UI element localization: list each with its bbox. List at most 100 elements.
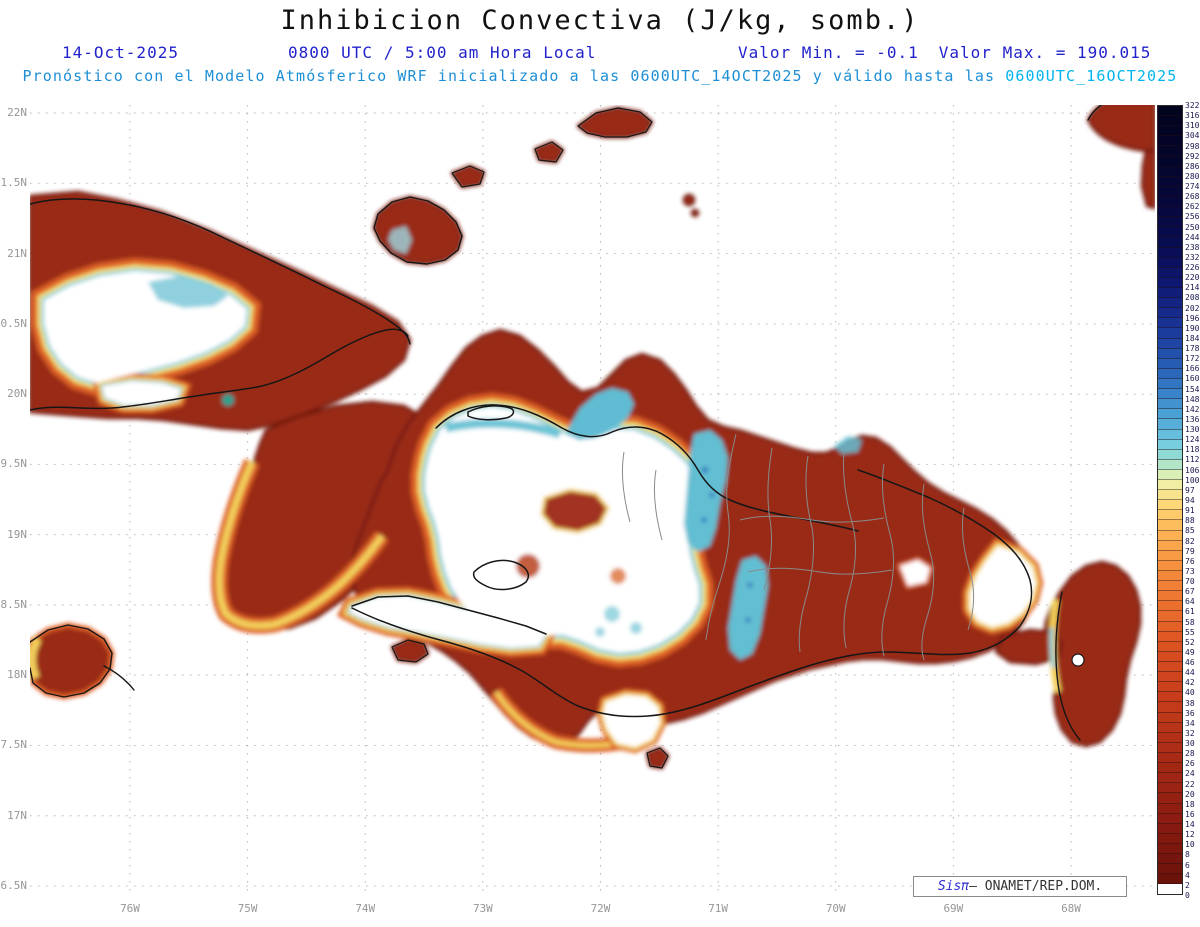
colorbar-tick-label: 97 <box>1185 485 1195 495</box>
lon-tick-label: 69W <box>943 902 964 915</box>
east-wedge <box>970 546 1036 627</box>
lat-tick-label: 22N <box>7 106 27 119</box>
colorbar-tick-label: 118 <box>1185 445 1200 455</box>
colorbar-cell <box>1158 823 1182 834</box>
lat-tick-label: 21N <box>7 246 27 260</box>
colorbar-cell <box>1158 227 1182 238</box>
colorbar-cell <box>1158 480 1182 491</box>
colorbar-cell <box>1158 126 1182 137</box>
colorbar-tick-label: 16 <box>1185 809 1195 819</box>
valid-time-label: 0800 UTC / 5:00 am Hora Local <box>288 43 597 62</box>
colorbar-cell <box>1158 257 1182 268</box>
colorbar-cell <box>1158 368 1182 379</box>
colorbar-cell <box>1158 833 1182 844</box>
value-min-label: Valor Min. = -0.1 <box>738 43 919 62</box>
colorbar-tick-label: 250 <box>1185 222 1200 232</box>
lon-tick-label: 75W <box>237 902 258 915</box>
colorbar-cell <box>1158 884 1182 894</box>
colorbar-tick-label: 30 <box>1185 739 1195 749</box>
colorbar-cell <box>1158 166 1182 177</box>
cuba-hole-2 <box>102 381 181 405</box>
colorbar-tick-label: 154 <box>1185 384 1200 394</box>
lat-tick-label: 19N <box>7 527 27 541</box>
colorbar-tick-label: 178 <box>1185 344 1200 354</box>
colorbar-cell <box>1158 510 1182 521</box>
cuba-north-coast <box>30 198 411 345</box>
great-inagua-shading <box>372 195 464 266</box>
colorbar-tick-label: 166 <box>1185 364 1200 374</box>
forecast-line: Pronóstico con el Modelo Atmósferico WRF… <box>0 67 1200 85</box>
colorbar-tick-label: 34 <box>1185 718 1195 728</box>
colorbar-cell <box>1158 591 1182 602</box>
lat-tick-label: 8.5N <box>0 597 28 611</box>
colorbar-cell <box>1158 449 1182 460</box>
colorbar-cell <box>1158 874 1182 885</box>
colorbar-tick-label: 18 <box>1185 799 1195 809</box>
attribution-app: Sisπ <box>937 879 970 894</box>
colorbar-tick-label: 85 <box>1185 526 1195 536</box>
colorbar-tick-label: 20 <box>1185 789 1195 799</box>
colorbar-cell <box>1158 348 1182 359</box>
colorbar-tick-label: 316 <box>1185 111 1200 121</box>
lon-tick-label: 68W <box>1061 902 1081 915</box>
southeast-bridge <box>994 628 1064 666</box>
colorbar-cell <box>1158 530 1182 541</box>
colorbar-cell <box>1158 389 1182 400</box>
colorbar-cell <box>1158 186 1182 197</box>
colorbar-cell <box>1158 560 1182 572</box>
lat-tick-label: 20N <box>7 387 27 401</box>
colorbar-cell <box>1158 520 1182 531</box>
attribution-org: ONAMET/REP.DOM. <box>984 879 1103 894</box>
colorbar-tick-label: 136 <box>1185 414 1200 424</box>
colorbar-cell <box>1158 651 1182 663</box>
colorbar-tick-label: 24 <box>1185 769 1195 779</box>
colorbar-cell <box>1158 116 1182 127</box>
lon-tick-label: 70W <box>825 902 846 915</box>
colorbar-tick-label: 36 <box>1185 708 1195 718</box>
colorbar-tick-label: 88 <box>1185 516 1195 526</box>
colorbar-tick-label: 100 <box>1185 475 1200 485</box>
lat-tick-label: 0.5N <box>0 316 28 330</box>
great-inagua-coast <box>373 196 463 265</box>
colorbar-cell <box>1158 490 1182 501</box>
colorbar-cell <box>1158 196 1182 208</box>
colorbar-cell <box>1158 540 1182 551</box>
colorbar-tick-label: 82 <box>1185 536 1195 546</box>
colorbar-cell <box>1158 702 1182 713</box>
colorbar-cell <box>1158 712 1182 723</box>
colorbar-cell <box>1158 217 1182 228</box>
lon-tick-label: 76W <box>120 902 140 915</box>
small-hole <box>900 560 930 586</box>
colorbar-tick-label: 286 <box>1185 161 1200 171</box>
tiburon-corridor <box>349 596 546 648</box>
lat-tick-label: 7.5N <box>0 738 28 752</box>
colorbar-tick-label: 196 <box>1185 313 1200 323</box>
colorbar-tick-label: 2 <box>1185 880 1190 890</box>
puertorico-west-coast <box>1055 591 1081 741</box>
lon-tick-label: 71W <box>708 902 729 915</box>
colorbar-tick-label: 70 <box>1185 577 1195 587</box>
colorbar-tick-label: 160 <box>1185 374 1200 384</box>
colorbar-tick-label: 0 <box>1185 891 1190 900</box>
colorbar-tick-label: 262 <box>1185 202 1200 212</box>
colorbar-cell <box>1158 378 1182 390</box>
colorbar-tick-label: 67 <box>1185 587 1195 597</box>
colorbar-tick-label: 12 <box>1185 830 1195 840</box>
colorbar-tick-label: 112 <box>1185 455 1200 465</box>
colorbar-tick-label: 55 <box>1185 627 1195 637</box>
colorbar-tick-label: 214 <box>1185 283 1200 293</box>
page-title: Inhibicion Convectiva (J/kg, somb.) <box>280 5 920 36</box>
lat-tick-label: 17N <box>7 808 27 822</box>
colorbar-cell <box>1158 793 1182 804</box>
colorbar-cell <box>1158 176 1182 187</box>
colorbar-cell <box>1158 672 1182 683</box>
colorbar-cell <box>1158 439 1182 450</box>
colorbar-cell <box>1158 611 1182 622</box>
colorbar-tick-label: 280 <box>1185 171 1200 181</box>
colorbar-cell <box>1158 308 1182 319</box>
colorbar-tick-label: 220 <box>1185 273 1200 283</box>
colorbar-tick-label: 322 <box>1185 101 1200 110</box>
colorbar-cell <box>1158 581 1182 592</box>
colorbar-tick-label: 61 <box>1185 607 1195 617</box>
gonave-island <box>472 559 530 591</box>
